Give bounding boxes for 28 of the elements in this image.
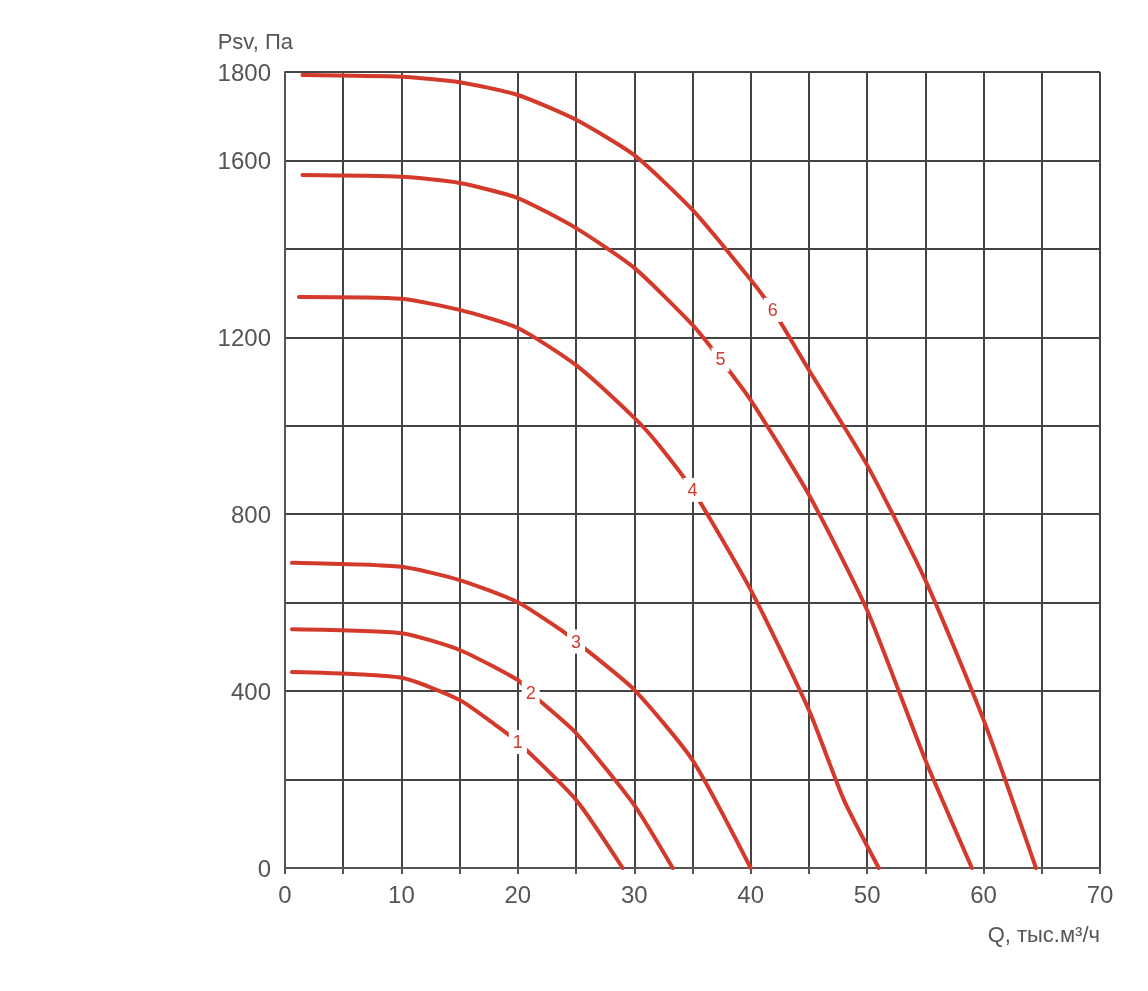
x-tick-label: 70: [1086, 880, 1114, 908]
x-tick-label: 50: [853, 880, 881, 908]
y-tick-label: 0: [257, 854, 271, 882]
line-series: [289, 670, 625, 870]
series-label: 4: [687, 479, 698, 500]
x-tick-label: 60: [970, 880, 997, 908]
x-tick-label: 30: [620, 880, 648, 908]
x-axis-title: Q, тыс.м³/ч: [987, 921, 1100, 947]
line-series: [296, 295, 881, 870]
line-series: [300, 73, 1038, 870]
x-tick-label: 10: [388, 880, 415, 908]
series-label: 5: [715, 349, 726, 370]
y-axis-title: Psv, Па: [217, 28, 294, 54]
line-series: [289, 560, 753, 870]
y-tick-label: 1200: [217, 323, 271, 351]
series-label: 1: [512, 731, 523, 752]
series-label: 2: [525, 682, 536, 703]
series-label: 3: [571, 631, 582, 652]
line-series: [300, 173, 974, 870]
x-tick-label: 20: [504, 880, 532, 908]
x-tick-label: 40: [737, 880, 765, 908]
y-tick-label: 1600: [217, 146, 271, 174]
series-label: 6: [767, 299, 778, 320]
y-tick-label: 800: [230, 500, 271, 528]
line-series: [289, 627, 675, 870]
y-tick-label: 400: [230, 677, 271, 705]
y-tick-label: 1800: [217, 58, 271, 86]
x-tick-label: 0: [278, 880, 292, 908]
